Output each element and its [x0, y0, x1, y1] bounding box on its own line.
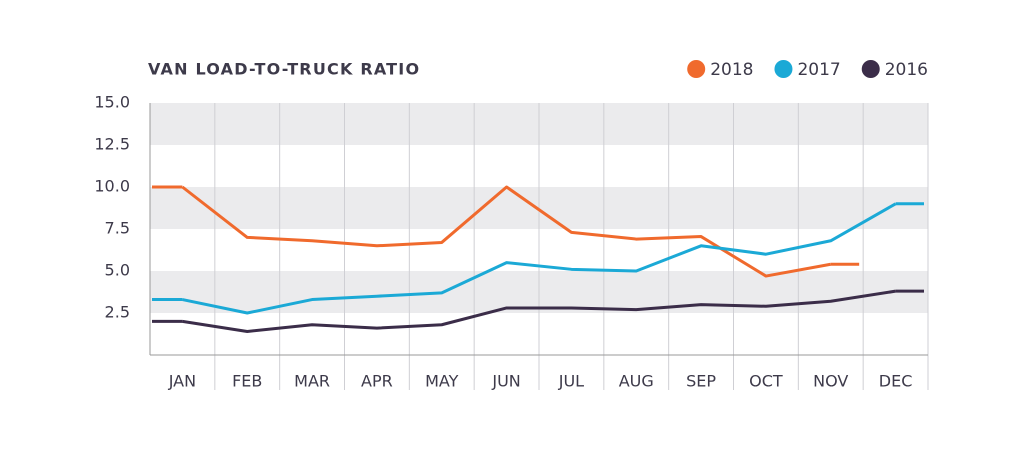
x-tick-label: DEC	[879, 372, 913, 391]
x-tick-label: MAY	[425, 372, 459, 391]
x-tick-label: AUG	[619, 372, 654, 391]
y-tick-label: 7.5	[105, 219, 130, 238]
y-tick-label: 12.5	[94, 135, 130, 154]
series-line	[182, 289, 896, 333]
x-tick-label: APR	[361, 372, 393, 391]
x-tick-label: JUN	[491, 372, 520, 391]
x-tick-label: NOV	[813, 372, 848, 391]
x-tick-label: OCT	[749, 372, 783, 391]
x-tick-label: SEP	[686, 372, 716, 391]
y-tick-label: 2.5	[105, 303, 130, 322]
series-line	[182, 202, 897, 315]
y-tick-label: 10.0	[94, 177, 130, 196]
legend-swatch	[687, 60, 706, 78]
y-tick-label: 5.0	[105, 261, 130, 280]
x-tick-label: MAR	[294, 372, 330, 391]
x-tick-label: FEB	[232, 372, 262, 391]
legend-label: 2018	[710, 60, 753, 80]
legend-label: 2017	[797, 60, 840, 80]
chart-title: VAN LOAD-TO-TRUCK RATIO	[148, 60, 420, 79]
x-tick-label: JAN	[168, 372, 196, 391]
legend-label: 2016	[885, 60, 928, 80]
y-tick-label: 15.0	[94, 93, 130, 112]
x-tick-label: JUL	[558, 372, 584, 391]
legend-swatch	[774, 60, 793, 78]
legend-swatch	[861, 60, 880, 78]
